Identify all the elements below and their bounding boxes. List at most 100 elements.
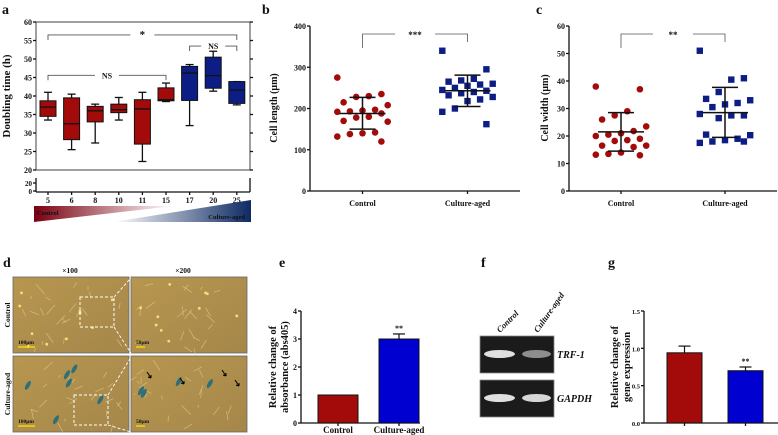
zoom-region-box	[73, 394, 109, 426]
y-tick-label: 0	[293, 419, 297, 428]
data-point-control	[340, 117, 347, 125]
cell-streak	[118, 303, 121, 310]
x-tick-label: 15	[162, 196, 170, 205]
scale-bar-label: 100μm	[18, 419, 34, 425]
cell-streak	[74, 385, 84, 390]
cell-streak	[193, 348, 197, 358]
data-point-control	[605, 150, 612, 158]
data-point-culture-aged	[747, 131, 754, 139]
y-tick-label: 50	[24, 55, 32, 64]
x-tick-label: 17	[186, 196, 194, 205]
y-tick-label: 1.5	[632, 309, 641, 316]
panel-label-f: f	[481, 256, 486, 271]
bright-cell	[65, 337, 68, 341]
cell-streak	[205, 307, 211, 317]
cell-streak	[188, 328, 195, 339]
column-label-x100: ×100	[62, 266, 78, 275]
box-15	[157, 87, 175, 102]
y-tick-label: 100	[294, 146, 306, 155]
x-tick-label: 11	[139, 196, 147, 205]
gel-band	[484, 394, 515, 402]
cell-streak	[39, 307, 45, 316]
lane-label-culture-aged: Culture-aged	[531, 290, 566, 334]
cell-streak	[193, 366, 203, 372]
data-point-culture-aged	[451, 105, 459, 112]
y-tick-label: 40	[24, 92, 32, 101]
y-tick-label: 0	[29, 188, 33, 196]
y-tick-label: 0.5	[632, 384, 641, 391]
y-tick-label: 20	[557, 132, 565, 141]
cell-streak	[200, 389, 202, 399]
cell-streak	[145, 390, 152, 394]
bright-cell	[110, 298, 114, 302]
cell-streak	[64, 418, 66, 422]
data-point-culture-aged	[470, 88, 477, 96]
cell-streak	[29, 310, 40, 316]
significance-label: **	[742, 357, 750, 366]
cell-streak	[116, 339, 123, 347]
x-tick-label: 8	[93, 196, 97, 205]
micrograph-culture-aged-x100	[12, 355, 130, 433]
data-point-control	[611, 112, 618, 119]
data-point-culture-aged	[702, 95, 710, 103]
cell-streak	[200, 286, 203, 290]
x-tick-label: 6	[70, 196, 74, 205]
sa-beta-gal-stained-cell	[71, 364, 78, 374]
y-tick-label: 20	[24, 166, 32, 175]
scale-bar-label: 100μm	[18, 340, 34, 346]
bright-cell	[168, 282, 172, 286]
cell-streak	[73, 282, 78, 288]
data-point-control	[605, 131, 612, 138]
cell-streak	[45, 296, 51, 301]
control-gradient-wedge	[34, 206, 174, 222]
arrow-icon	[179, 377, 185, 385]
cell-streak	[46, 304, 56, 315]
cell-streak	[226, 411, 229, 421]
aged-gradient-wedge	[113, 200, 251, 222]
cell-streak	[184, 346, 193, 353]
box-17	[181, 65, 199, 101]
cell-streak	[133, 392, 136, 396]
cell-streak	[71, 378, 76, 384]
cell-streak	[95, 387, 104, 393]
arrow-icon	[234, 379, 240, 387]
data-point-control	[352, 114, 360, 121]
data-point-culture-aged	[728, 112, 735, 119]
data-point-control	[371, 106, 379, 114]
y-tick-label: 300	[294, 63, 306, 72]
cell-streak	[198, 369, 204, 378]
cell-streak	[206, 314, 215, 323]
cell-streak	[57, 422, 64, 433]
cell-streak	[61, 318, 67, 323]
significance-bracket	[47, 74, 167, 81]
box-11	[133, 99, 151, 145]
bar-control	[666, 352, 703, 424]
data-point-control	[642, 142, 650, 149]
bar-culture-aged	[378, 338, 420, 424]
y-tick-label: 20	[25, 180, 33, 188]
cell-streak	[33, 347, 36, 352]
y-axis-label: Relative change of	[268, 325, 279, 408]
cell-streak	[81, 308, 88, 316]
data-point-control	[365, 92, 373, 100]
sa-beta-gal-stained-cell	[97, 395, 104, 405]
data-point-control	[630, 143, 637, 151]
cell-streak	[182, 306, 184, 316]
cell-streak	[167, 415, 170, 422]
y-tick-label: 10	[557, 160, 565, 169]
data-point-culture-aged	[734, 135, 741, 142]
cell-streak	[184, 376, 192, 382]
data-point-control	[384, 118, 392, 125]
cell-streak	[181, 405, 192, 415]
data-point-culture-aged	[728, 76, 735, 83]
data-point-culture-aged	[696, 139, 703, 147]
y-tick-label: 55	[24, 37, 32, 46]
data-point-control	[598, 142, 606, 149]
data-point-control	[340, 99, 347, 106]
y-tick-label: 1	[293, 391, 297, 400]
data-point-culture-aged	[445, 92, 452, 99]
arrow-icon	[146, 371, 152, 379]
cell-streak	[144, 283, 154, 287]
y-tick-label: 60	[24, 18, 32, 27]
bright-cell	[159, 328, 163, 332]
